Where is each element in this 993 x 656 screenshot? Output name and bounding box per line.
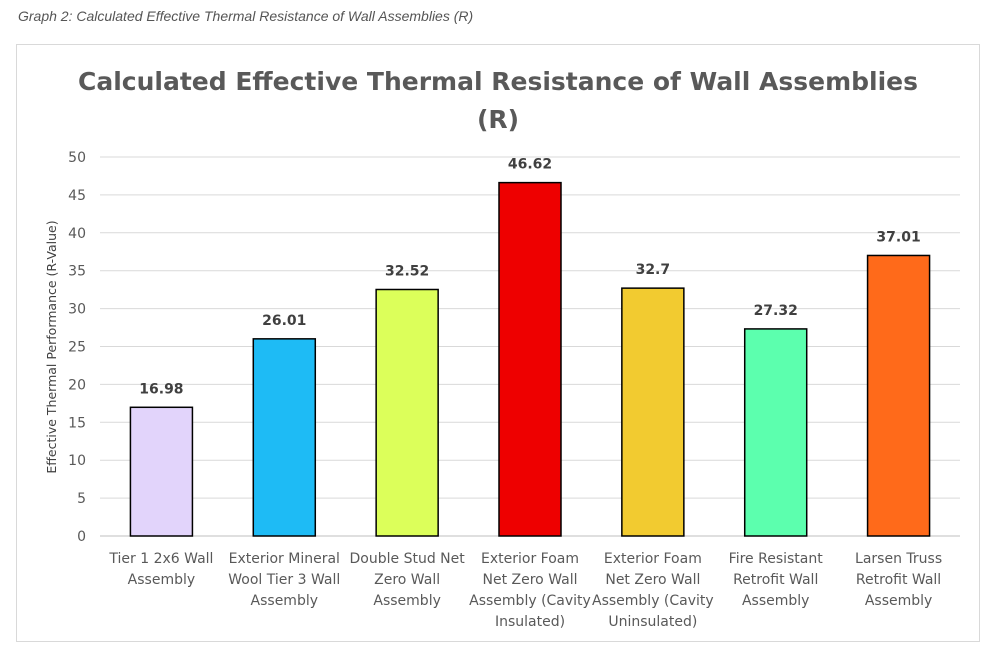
y-tick-label: 5	[77, 491, 86, 507]
category-label: Larsen Truss	[855, 551, 942, 567]
category-label: Wool Tier 3 Wall	[228, 572, 340, 588]
bar	[498, 181, 562, 537]
category-label: Assembly	[373, 593, 440, 609]
category-label: Assembly	[251, 593, 318, 609]
category-label: Exterior Foam	[481, 551, 579, 567]
bar	[375, 288, 439, 537]
chart-title: Calculated Effective Thermal Resistance …	[78, 67, 918, 134]
data-label: 46.62	[508, 157, 552, 173]
y-tick-label: 10	[68, 453, 86, 469]
data-label: 37.01	[876, 229, 920, 245]
bar	[743, 328, 808, 537]
category-label: Uninsulated)	[608, 614, 697, 630]
category-label: Retrofit Wall	[856, 572, 941, 588]
y-tick-label: 20	[68, 377, 86, 393]
data-label: 16.98	[139, 381, 183, 397]
category-label: Net Zero Wall	[605, 572, 700, 588]
y-tick-label: 25	[68, 340, 86, 356]
y-axis-label: Effective Thermal Performance (R-Value)	[44, 220, 59, 473]
data-label: 27.32	[754, 303, 798, 319]
y-tick-label: 50	[68, 150, 86, 166]
data-label: 32.52	[385, 263, 429, 279]
bar	[866, 254, 931, 537]
category-label: Assembly (Cavity	[592, 593, 714, 609]
y-tick-label: 35	[68, 264, 86, 280]
category-label: Assembly	[742, 593, 809, 609]
data-label: 26.01	[262, 313, 306, 329]
y-tick-label: 30	[68, 302, 86, 318]
bar	[621, 287, 685, 537]
y-axis-ticks: 0 5 10 15 20 25 30 35 40 45 50	[68, 150, 86, 545]
chart-frame	[16, 44, 980, 642]
data-labels: 16.98 26.01 32.52 46.62 32.7 27.32 37.01	[139, 157, 920, 398]
category-label: Insulated)	[495, 614, 565, 630]
category-label: Assembly	[865, 593, 932, 609]
category-label: Exterior Mineral	[229, 551, 340, 567]
y-tick-label: 40	[68, 226, 86, 242]
bar	[129, 406, 194, 537]
chart-title-line: Calculated Effective Thermal Resistance …	[78, 67, 918, 96]
bars	[129, 181, 931, 537]
y-tick-label: 15	[68, 415, 86, 431]
data-label: 32.7	[636, 262, 671, 278]
category-label: Retrofit Wall	[733, 572, 818, 588]
category-label: Assembly	[128, 572, 195, 588]
category-label: Assembly (Cavity	[469, 593, 591, 609]
y-tick-label: 0	[77, 529, 86, 545]
category-label: Zero Wall	[374, 572, 440, 588]
bar	[252, 338, 317, 537]
category-label: Fire Resistant	[729, 551, 824, 567]
figure-caption: Graph 2: Calculated Effective Thermal Re…	[18, 8, 474, 24]
y-tick-label: 45	[68, 188, 86, 204]
x-axis-categories: Tier 1 2x6 Wall Assembly Exterior Mineral W…	[108, 551, 942, 630]
category-label: Double Stud Net	[350, 551, 466, 567]
category-label: Exterior Foam	[604, 551, 702, 567]
category-label: Tier 1 2x6 Wall	[108, 551, 213, 567]
chart-title-line: (R)	[477, 105, 519, 134]
category-label: Net Zero Wall	[483, 572, 578, 588]
